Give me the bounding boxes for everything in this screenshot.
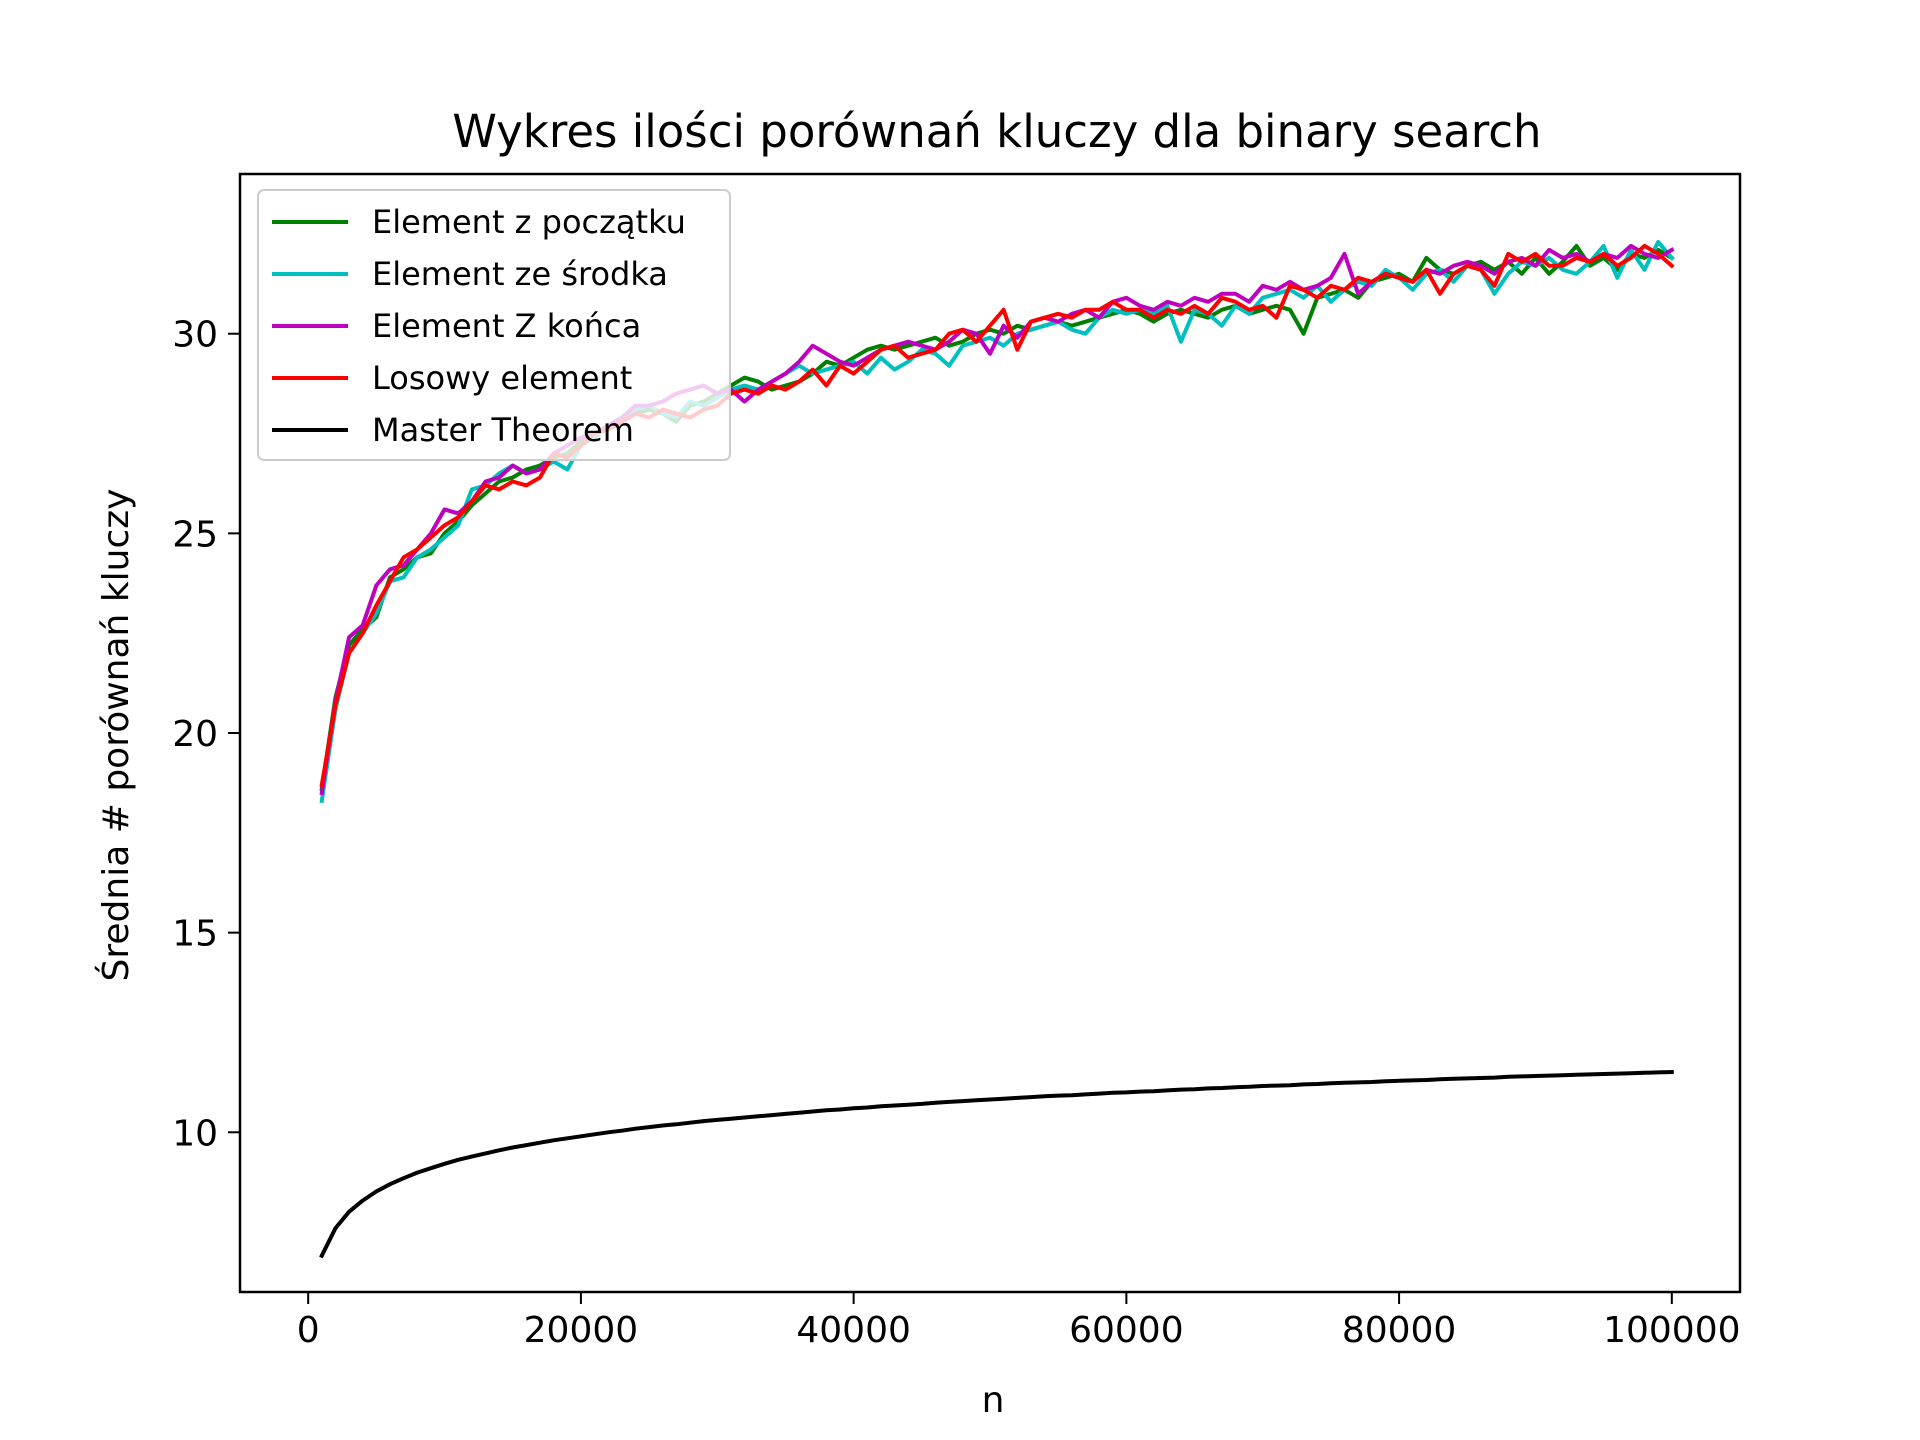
legend-label: Element z początku (372, 203, 686, 241)
x-tick-label: 40000 (796, 1310, 911, 1351)
legend-label: Element ze środka (372, 255, 668, 293)
y-tick-label: 20 (172, 714, 218, 755)
series-line-master-theorem (319, 1069, 1674, 1259)
y-tick-label: 15 (172, 914, 218, 955)
y-tick-label: 10 (172, 1113, 218, 1154)
x-axis-label: n (982, 1380, 1005, 1421)
chart-title: Wykres ilości porównań kluczy dla binary… (452, 105, 1541, 158)
y-tick-label: 30 (172, 315, 218, 356)
legend-label: Element Z końca (372, 307, 641, 345)
legend-box (257, 189, 731, 461)
legend-label: Losowy element (372, 359, 632, 397)
y-tick-label: 25 (172, 514, 218, 555)
x-axis: 0 20000 40000 60000 80000 100000 (297, 1292, 1741, 1351)
y-axis-label: Średnia # porównań kluczy (95, 489, 137, 982)
series-line-losowy-element (319, 243, 1675, 788)
x-tick-label: 60000 (1069, 1310, 1184, 1351)
legend-label: Master Theorem (372, 411, 634, 449)
x-tick-label: 20000 (524, 1310, 639, 1351)
legend: Element z początku Element ze środka Eleme… (257, 189, 731, 461)
y-axis: 10 15 20 25 30 (172, 315, 240, 1154)
series-layer (319, 239, 1675, 1259)
x-tick-label: 100000 (1603, 1310, 1740, 1351)
x-tick-label: 80000 (1342, 1310, 1457, 1351)
x-tick-label: 0 (297, 1310, 320, 1351)
